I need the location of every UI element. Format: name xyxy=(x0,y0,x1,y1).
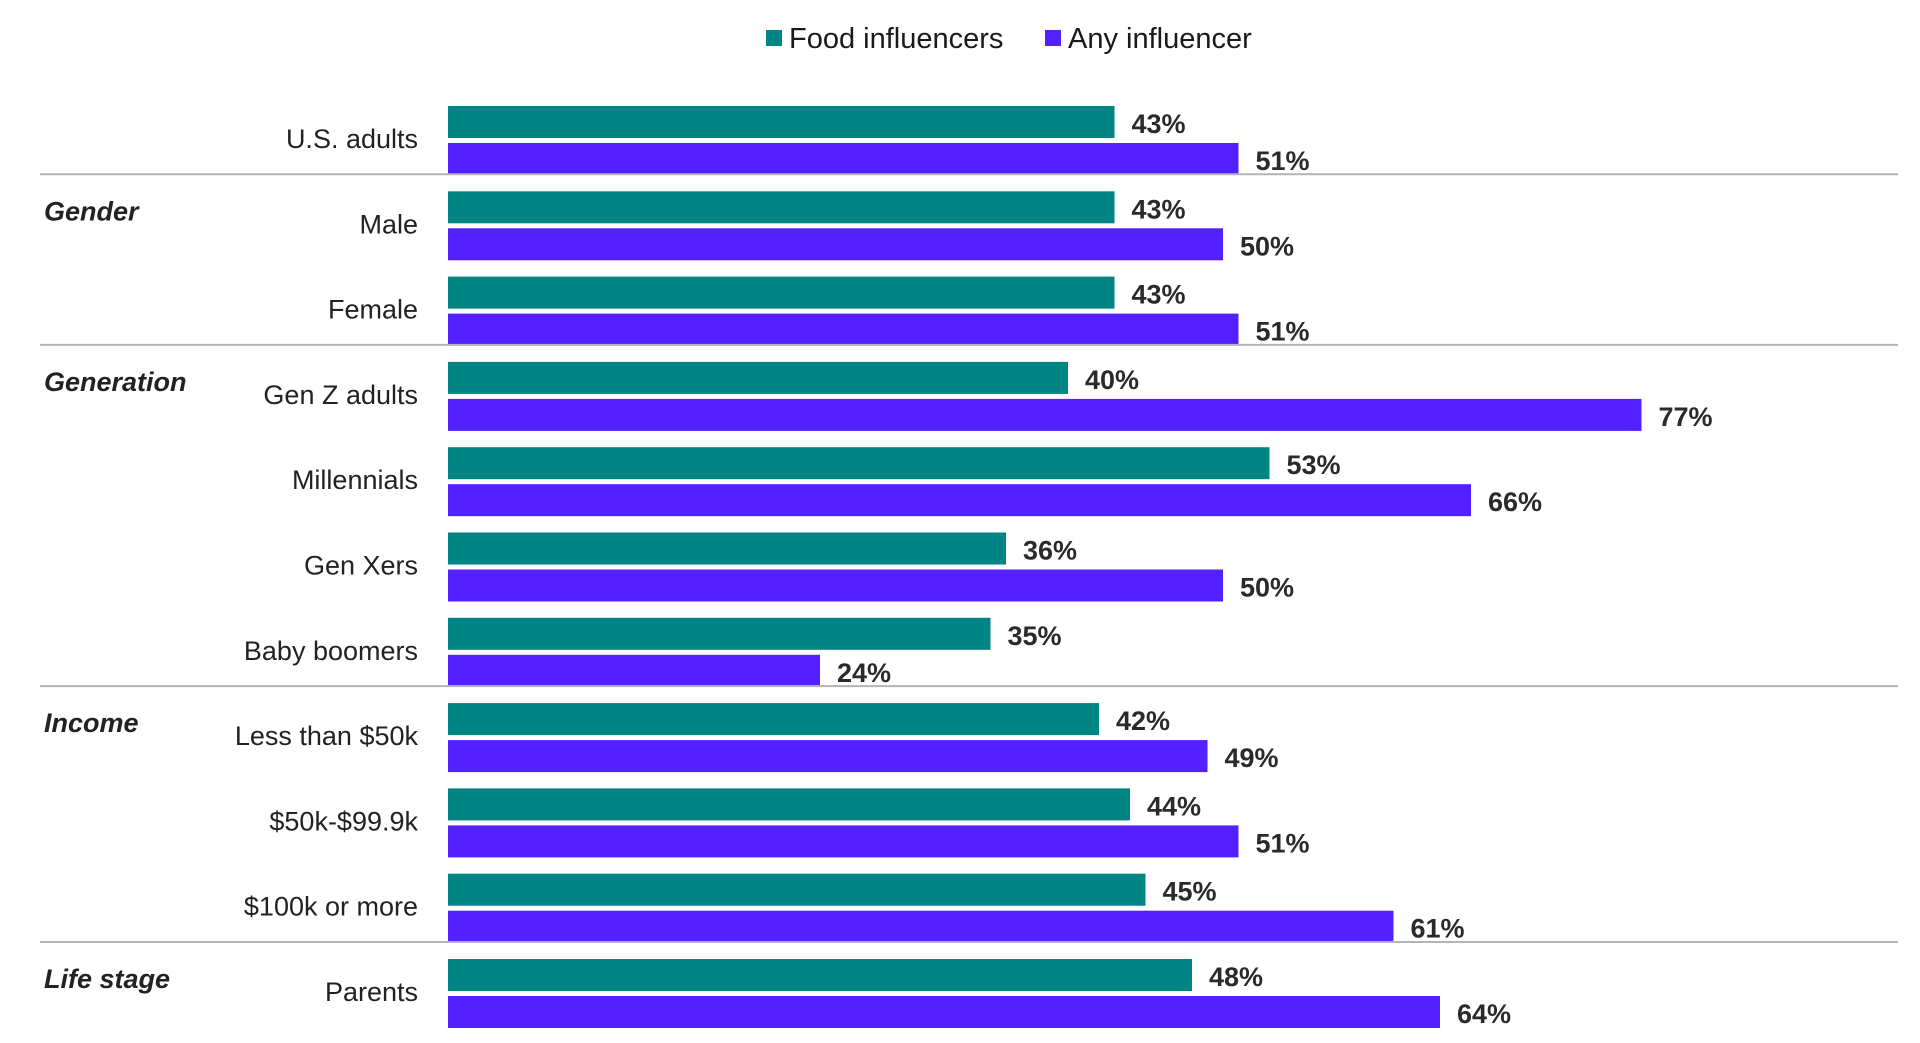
value-label: 43% xyxy=(1132,194,1186,224)
value-label: 45% xyxy=(1163,877,1217,907)
category-label: $50k-$99.9k xyxy=(269,806,418,836)
bar-any-influencer xyxy=(448,569,1223,602)
category-label: Male xyxy=(359,209,418,239)
category-label: U.S. adults xyxy=(286,124,418,154)
bar-food-influencers xyxy=(448,788,1130,821)
bar-any-influencer xyxy=(448,313,1239,346)
value-label: 35% xyxy=(1008,621,1062,651)
bar-food-influencers xyxy=(448,447,1270,480)
bar-any-influencer xyxy=(448,228,1223,261)
bar-food-influencers xyxy=(448,873,1146,906)
value-label: 61% xyxy=(1411,914,1465,944)
bar-food-influencers xyxy=(448,276,1115,309)
category-label: Gen Xers xyxy=(304,551,418,581)
category-label: Millennials xyxy=(292,465,418,495)
value-label: 50% xyxy=(1240,573,1294,603)
value-label: 42% xyxy=(1116,706,1170,736)
value-label: 24% xyxy=(837,658,891,688)
bar-food-influencers xyxy=(448,191,1115,224)
category-label: Parents xyxy=(325,977,418,1007)
bar-any-influencer xyxy=(448,910,1394,943)
value-label: 43% xyxy=(1132,109,1186,139)
bar-food-influencers xyxy=(448,617,991,650)
bar-any-influencer xyxy=(448,825,1239,858)
value-label: 50% xyxy=(1240,231,1294,261)
value-label: 77% xyxy=(1659,402,1713,432)
bar-any-influencer xyxy=(448,484,1471,517)
value-label: 51% xyxy=(1256,317,1310,347)
group-label: Generation xyxy=(44,367,187,397)
value-label: 36% xyxy=(1023,536,1077,566)
category-label: $100k or more xyxy=(244,892,418,922)
value-label: 51% xyxy=(1256,828,1310,858)
bar-any-influencer xyxy=(448,740,1208,773)
group-label: Gender xyxy=(44,196,140,226)
group-label: Life stage xyxy=(44,964,170,994)
value-label: 49% xyxy=(1225,743,1279,773)
bar-any-influencer xyxy=(448,996,1440,1028)
bar-food-influencers xyxy=(448,106,1115,138)
value-label: 53% xyxy=(1287,450,1341,480)
category-label: Less than $50k xyxy=(235,721,419,751)
value-label: 48% xyxy=(1209,962,1263,992)
legend-label-1: Food influencers xyxy=(789,23,1003,55)
legend-label-2: Any influencer xyxy=(1068,23,1252,55)
value-label: 51% xyxy=(1256,146,1310,176)
value-label: 40% xyxy=(1085,365,1139,395)
bar-food-influencers xyxy=(448,703,1099,736)
value-label: 66% xyxy=(1488,487,1542,517)
value-label: 44% xyxy=(1147,791,1201,821)
bar-any-influencer xyxy=(448,398,1642,431)
legend-swatch-1 xyxy=(766,30,782,46)
value-label: 64% xyxy=(1457,999,1511,1029)
category-label: Baby boomers xyxy=(244,636,418,666)
category-label: Gen Z adults xyxy=(263,380,418,410)
bar-any-influencer xyxy=(448,654,820,687)
value-label: 43% xyxy=(1132,280,1186,310)
category-label: Female xyxy=(328,295,418,325)
bar-any-influencer xyxy=(448,143,1239,175)
bar-food-influencers xyxy=(448,532,1006,565)
group-label: Income xyxy=(44,708,139,738)
bar-food-influencers xyxy=(448,361,1068,394)
bar-food-influencers xyxy=(448,959,1192,991)
legend-swatch-2 xyxy=(1045,30,1061,46)
